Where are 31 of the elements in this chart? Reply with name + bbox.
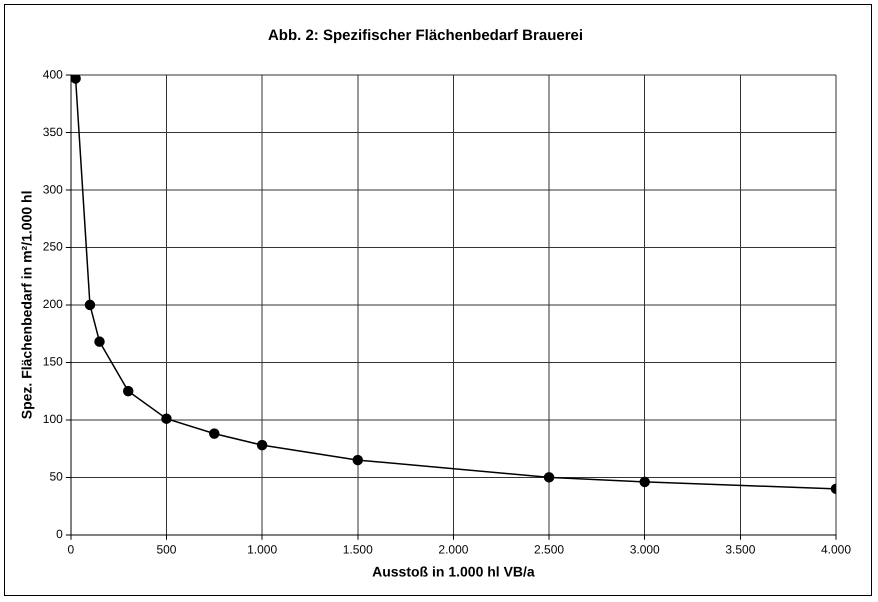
point	[161, 413, 172, 424]
x-tick-label: 0	[67, 542, 74, 556]
point	[122, 386, 134, 396]
x-tick-label: 500	[156, 542, 177, 556]
x-axis-title: Ausstoß in 1.000 hl VB/a	[372, 563, 535, 580]
point	[94, 336, 105, 347]
y-tick-label: 200	[42, 297, 64, 312]
y-tick-label: 50	[49, 470, 64, 484]
x-tick-label: 4.000	[820, 542, 852, 556]
point	[84, 300, 96, 310]
x-tick-label: 3.000	[630, 542, 660, 556]
point	[256, 440, 268, 450]
x-tick-label: 1.000	[247, 542, 278, 556]
x-tick-label: 2.000	[438, 542, 469, 556]
chart-title: Abb. 2: Spezifischer Flächenbedarf Brauerei	[268, 27, 584, 44]
point	[544, 472, 554, 483]
y-tick-label: 0	[56, 527, 64, 542]
point	[352, 454, 364, 466]
y-tick-label: 150	[42, 354, 64, 369]
x-tick-label: 2.500	[534, 542, 564, 556]
y-tick-label: 400	[42, 67, 64, 82]
y-tick-label: 250	[42, 240, 64, 254]
x-tick-label: 1.500	[342, 542, 374, 556]
y-tick-label: 350	[42, 124, 64, 139]
point	[639, 476, 650, 488]
x-tick-label: 3.500	[725, 542, 756, 556]
y-tick-label: 300	[42, 182, 64, 196]
point	[70, 75, 81, 84]
point	[209, 428, 220, 439]
y-tick-label: 100	[42, 412, 64, 426]
y-axis-title: Spez. Flächenbedarf in m²/1.000 hl	[18, 190, 34, 420]
